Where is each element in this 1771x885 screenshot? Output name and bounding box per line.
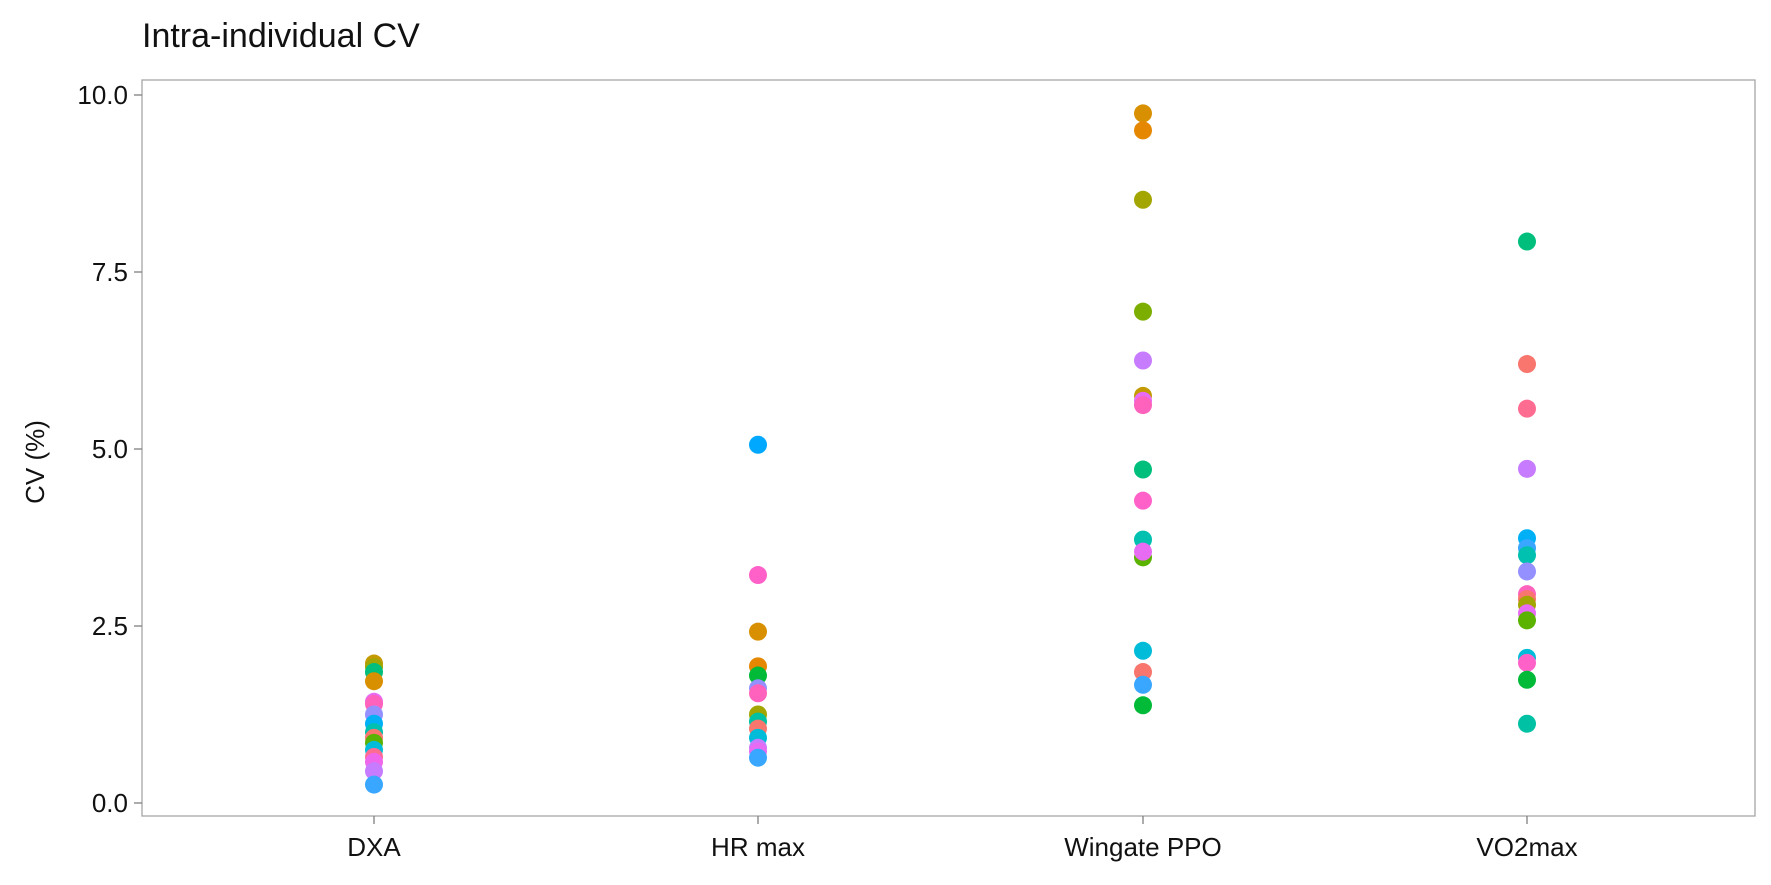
y-axis: 0.0 2.5 5.0 7.5 10.0 xyxy=(77,80,142,818)
data-point xyxy=(1134,542,1152,561)
x-axis: DXA HR max Wingate PPO VO2max xyxy=(347,816,1578,862)
data-point xyxy=(1134,302,1152,321)
data-point xyxy=(1134,396,1152,415)
data-point xyxy=(749,684,767,703)
data-point xyxy=(1134,491,1152,510)
x-tick-label: HR max xyxy=(711,832,805,862)
data-point xyxy=(749,435,767,454)
data-point xyxy=(749,566,767,585)
data-point xyxy=(1134,696,1152,715)
data-point xyxy=(1518,653,1536,672)
y-tick-label: 5.0 xyxy=(92,434,128,464)
plot-panel xyxy=(141,79,1756,817)
data-point xyxy=(1134,190,1152,209)
y-tick-label: 0.0 xyxy=(92,788,128,818)
data-point xyxy=(365,672,383,691)
data-point xyxy=(1518,611,1536,630)
data-point xyxy=(749,622,767,641)
data-points xyxy=(365,104,1536,794)
data-point xyxy=(749,748,767,767)
data-point xyxy=(1134,351,1152,370)
data-point xyxy=(1134,460,1152,479)
data-point xyxy=(1518,232,1536,251)
data-point xyxy=(1518,355,1536,374)
data-point xyxy=(1518,399,1536,418)
data-point xyxy=(1134,675,1152,694)
data-point xyxy=(1134,104,1152,123)
data-point xyxy=(1518,459,1536,478)
y-axis-label: CV (%) xyxy=(20,420,50,504)
data-point xyxy=(1518,670,1536,689)
chart-title: Intra-individual CV xyxy=(142,17,420,55)
x-tick-label: DXA xyxy=(347,832,401,862)
x-tick-label: VO2max xyxy=(1476,832,1577,862)
y-tick-label: 10.0 xyxy=(77,80,128,110)
data-point xyxy=(1134,641,1152,660)
data-point xyxy=(365,762,383,781)
data-point xyxy=(1518,546,1536,565)
data-point xyxy=(1518,562,1536,581)
data-point xyxy=(1134,121,1152,140)
data-point xyxy=(1134,663,1152,682)
y-tick-label: 2.5 xyxy=(92,611,128,641)
data-point xyxy=(365,775,383,794)
data-point xyxy=(1518,714,1536,733)
data-point xyxy=(749,666,767,685)
x-tick-label: Wingate PPO xyxy=(1064,832,1222,862)
y-tick-label: 7.5 xyxy=(92,257,128,287)
